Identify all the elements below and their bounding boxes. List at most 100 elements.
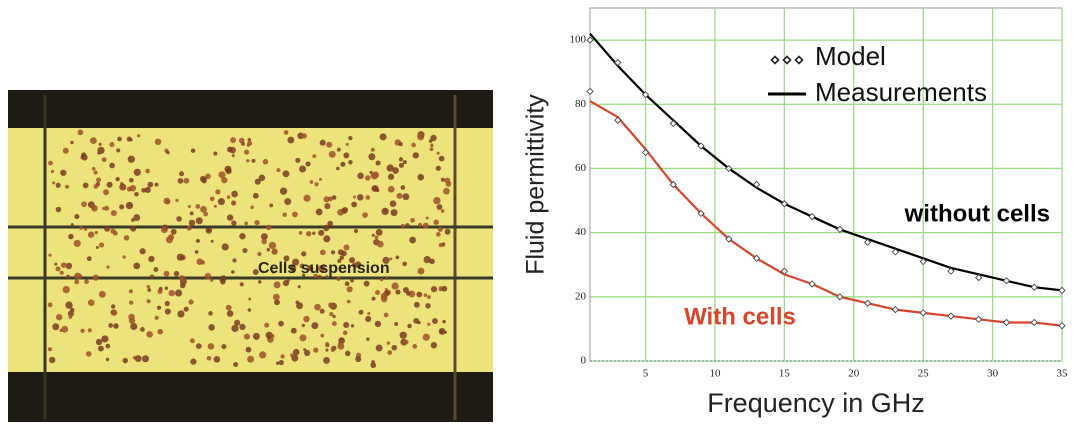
cell — [425, 303, 431, 309]
cell — [365, 195, 371, 200]
cell — [160, 226, 168, 234]
cell — [325, 343, 330, 348]
cell — [319, 249, 326, 256]
cell — [375, 344, 383, 352]
cell — [412, 152, 420, 159]
cell — [92, 274, 99, 281]
cell — [435, 232, 441, 237]
cell — [187, 204, 191, 209]
cell — [329, 311, 334, 317]
cell — [117, 136, 122, 142]
model-point — [1058, 286, 1066, 295]
cell — [427, 295, 431, 300]
y-tick-label: 20 — [575, 290, 587, 302]
cell — [405, 291, 411, 296]
cell — [48, 253, 52, 257]
cell — [336, 147, 341, 152]
cell — [209, 196, 215, 202]
cell — [74, 279, 80, 285]
cell — [59, 270, 64, 275]
cell — [290, 327, 297, 334]
x-tick-label: 5 — [643, 368, 649, 380]
cell — [244, 221, 249, 226]
cell — [231, 270, 235, 274]
cell — [232, 258, 237, 263]
model-point — [808, 280, 816, 288]
cell — [106, 265, 110, 269]
cell — [177, 178, 184, 184]
cell — [352, 195, 356, 199]
cell — [173, 270, 180, 277]
cell — [55, 182, 61, 188]
cell — [417, 133, 425, 141]
cell — [318, 265, 326, 273]
cell — [252, 192, 259, 199]
cell — [342, 330, 348, 336]
cell — [376, 240, 384, 248]
cell — [195, 204, 201, 209]
cell — [247, 308, 252, 312]
cell — [299, 263, 305, 269]
cell — [436, 151, 440, 155]
cell — [141, 355, 150, 363]
cell — [384, 287, 388, 292]
cell — [247, 355, 255, 363]
cell — [279, 187, 288, 195]
cell — [395, 255, 400, 260]
cell — [264, 322, 270, 328]
cell — [149, 274, 155, 280]
cell — [65, 301, 73, 309]
model-point — [975, 273, 983, 282]
cell — [305, 231, 312, 237]
cell — [323, 196, 330, 203]
cell — [297, 285, 301, 289]
x-tick-label: 30 — [987, 368, 999, 380]
y-axis-label: Fluid permittivity — [522, 94, 550, 275]
cell — [410, 217, 415, 223]
cell — [231, 154, 235, 158]
model-point — [947, 312, 955, 320]
cell — [390, 209, 398, 217]
cell — [371, 296, 376, 301]
cell — [339, 255, 344, 260]
cell — [317, 274, 322, 280]
cell — [95, 245, 99, 249]
cell — [337, 249, 344, 256]
cell — [110, 304, 116, 309]
cell — [109, 162, 115, 169]
y-tick-label: 0 — [581, 355, 587, 367]
cell — [314, 182, 319, 187]
photo-label: Cells suspension — [258, 260, 390, 277]
cell — [134, 191, 139, 197]
cell — [400, 185, 406, 190]
cell — [200, 205, 207, 213]
cell — [79, 226, 83, 230]
cell — [87, 328, 92, 333]
model-point — [975, 315, 983, 323]
cell — [221, 176, 228, 184]
cell — [60, 262, 67, 268]
cell — [231, 190, 238, 198]
cell — [271, 248, 278, 255]
cell — [47, 302, 53, 308]
cell — [423, 255, 431, 264]
cell — [314, 303, 321, 311]
cell — [242, 248, 248, 254]
cell — [168, 289, 175, 297]
model-point — [919, 257, 927, 266]
cell — [409, 236, 416, 244]
x-tick-label: 25 — [918, 368, 930, 380]
cell — [423, 293, 428, 297]
cell — [357, 194, 364, 201]
cell — [246, 143, 250, 147]
cell — [291, 354, 299, 362]
cell — [387, 350, 393, 355]
cell — [374, 235, 379, 240]
cell — [141, 187, 147, 193]
cell — [257, 251, 262, 257]
cell — [62, 285, 70, 294]
model-point — [586, 87, 594, 96]
cell — [128, 289, 133, 294]
cell — [154, 182, 159, 187]
cell — [101, 207, 106, 211]
